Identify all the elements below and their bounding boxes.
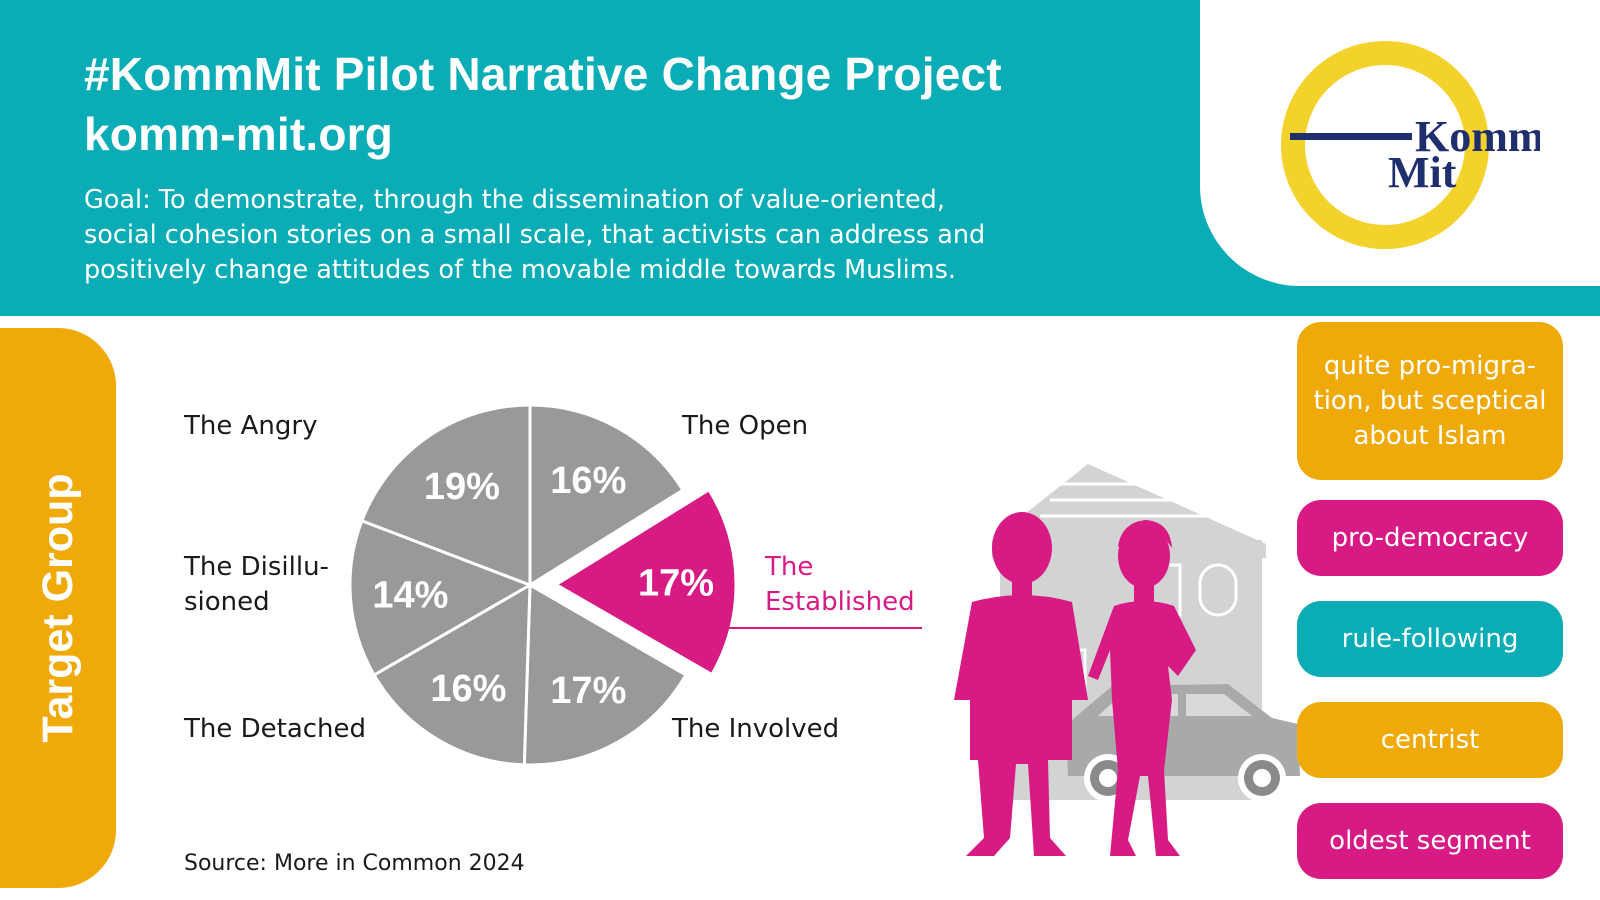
label-the-established: The Established — [765, 550, 915, 620]
pie-slice-the-established — [553, 487, 738, 677]
label-the-disillusioned: The Disillu- sioned — [184, 550, 329, 620]
attribute-pill-migration: quite pro-migra- tion, but sceptical abo… — [1297, 322, 1563, 480]
label-the-established-line1: The — [765, 552, 814, 582]
label-the-involved: The Involved — [672, 714, 840, 744]
pie-slice-the-detached — [372, 582, 532, 767]
logo-ring — [1281, 41, 1489, 249]
logo-text-komm: Komm — [1415, 112, 1540, 161]
pie-value-label-the-established: 17% — [638, 563, 714, 605]
attribute-pill-migration-line1: quite pro-migra- — [1323, 350, 1537, 381]
pie-value-label-the-disillusioned: 14% — [372, 575, 448, 617]
pie-value-label-the-detached: 16% — [430, 668, 506, 710]
kommmit-logo: Komm Mit — [1281, 41, 1540, 249]
label-the-detached: The Detached — [184, 714, 367, 744]
attribute-pill-rule-following: rule-following — [1297, 601, 1563, 677]
pie-value-label-the-involved: 17% — [550, 670, 626, 712]
label-the-disillusioned-line1: The Disillu- — [184, 552, 329, 582]
goal-line-3: positively change attitudes of the movab… — [84, 255, 956, 285]
pie-chart: 16% 17% 17% 16% 14% 19% — [348, 403, 922, 767]
label-the-angry: The Angry — [184, 411, 318, 441]
goal-line-1: Goal: To demonstrate, through the dissem… — [84, 185, 945, 215]
label-the-established-line2: Established — [765, 587, 915, 617]
logo-bar — [1290, 133, 1412, 140]
chart-source: Source: More in Common 2024 — [184, 851, 525, 876]
label-the-open: The Open — [682, 411, 809, 441]
attribute-pill-centrist: centrist — [1297, 702, 1563, 778]
woman-silhouette — [1088, 520, 1196, 856]
attribute-pill-migration-line3: about Islam — [1353, 420, 1507, 451]
goal-line-2: social cohesion stories on a small scale… — [84, 220, 986, 250]
title-url: komm-mit.org — [84, 108, 394, 160]
attribute-pill-migration-text: quite pro-migra- tion, but sceptical abo… — [1314, 349, 1547, 454]
pie-slice-the-open — [528, 403, 686, 588]
attribute-pill-oldest-segment: oldest segment — [1297, 803, 1563, 879]
pie-slice-the-involved — [522, 582, 688, 767]
pie-slice-the-angry — [359, 403, 532, 588]
label-the-disillusioned-line2: sioned — [184, 587, 270, 617]
logo-text-mit: Mit — [1388, 148, 1457, 197]
goal-text: Goal: To demonstrate, through the dissem… — [84, 183, 1084, 288]
pie-value-label-the-open: 16% — [550, 460, 626, 502]
pie-slice-the-disillusioned — [348, 518, 534, 678]
title-line-1: #KommMit Pilot Narrative Change Project — [84, 48, 1002, 100]
man-silhouette — [954, 512, 1088, 856]
target-group-tab — [0, 328, 116, 888]
attribute-pill-pro-democracy: pro-democracy — [1297, 500, 1563, 576]
pie-value-label-the-angry: 19% — [424, 466, 500, 508]
page-title: #KommMit Pilot Narrative Change Project … — [84, 44, 1002, 164]
attribute-pill-migration-line2: tion, but sceptical — [1313, 385, 1547, 416]
people-house-car-illustration — [954, 464, 1300, 856]
